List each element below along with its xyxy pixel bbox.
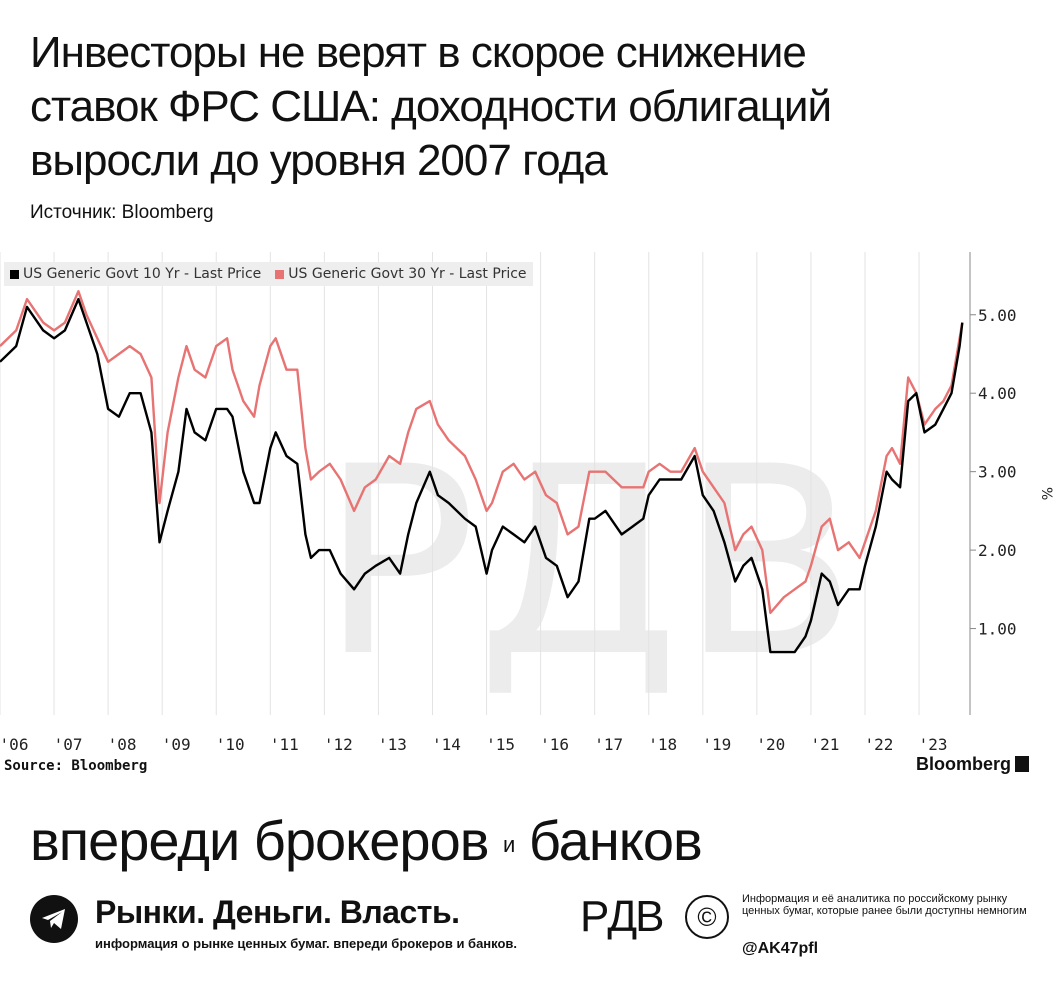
- legend-swatch-30yr: [275, 269, 285, 279]
- source-caption: Источник: Bloomberg: [30, 202, 214, 223]
- slogan-part-2: и брокеров: [208, 809, 490, 872]
- title-line-2: ставок ФРС США: доходности облигаций: [30, 82, 832, 131]
- chart-legend: US Generic Govt 10 Yr - Last Price US Ge…: [4, 262, 533, 286]
- x-tick-label: '14: [432, 735, 461, 754]
- telegram-handle[interactable]: @AK47pfl: [742, 940, 819, 957]
- rdv-logo: PДB: [580, 892, 664, 941]
- x-tick-label: '13: [378, 735, 407, 754]
- bloomberg-logo: Bloomberg: [916, 754, 1029, 775]
- slogan-part-3: банков: [528, 809, 703, 872]
- x-tick-label: '20: [756, 735, 785, 754]
- x-tick-label: '15: [486, 735, 515, 754]
- x-tick-label: '08: [108, 735, 137, 754]
- info-text: Информация и её аналитика по российскому…: [742, 893, 1027, 917]
- x-tick-label: '16: [540, 735, 569, 754]
- bloomberg-mark-icon: [1015, 756, 1029, 772]
- x-tick-label: '17: [594, 735, 623, 754]
- chart-area: PДB '06 '07 '08 '09 '10 '11 '12 '13 '14 '15 '16 '17…: [0, 252, 1059, 782]
- x-tick-label: '10: [216, 735, 245, 754]
- x-tick-label: '07: [54, 735, 83, 754]
- slogan-and: и: [503, 832, 515, 858]
- y-tick-label: 4.00: [978, 384, 1017, 403]
- y-tick-label: 2.00: [978, 541, 1017, 560]
- brand-subtitle: информация о рынке ценных бумаг. впереди…: [95, 936, 518, 951]
- watermark-text: PДB: [320, 412, 858, 714]
- copyright-icon: ©: [685, 895, 729, 939]
- y-tick-label: 1.00: [978, 620, 1017, 639]
- x-tick-label: '06: [0, 735, 28, 754]
- telegram-icon[interactable]: [30, 895, 78, 943]
- y-tick-label: 3.00: [978, 463, 1017, 482]
- y-tick-label: 5.00: [978, 306, 1017, 325]
- legend-item-10yr: US Generic Govt 10 Yr - Last Price: [10, 266, 261, 282]
- x-tick-label: '12: [324, 735, 353, 754]
- bloomberg-logo-text: Bloomberg: [915, 754, 1011, 774]
- source-bottom: Source: Bloomberg: [4, 758, 148, 774]
- title-line-1: Инвесторы не верят в скорое снижение: [30, 28, 807, 77]
- x-tick-label: '09: [162, 735, 191, 754]
- legend-item-30yr: US Generic Govt 30 Yr - Last Price: [275, 266, 527, 282]
- x-tick-label: '22: [865, 735, 894, 754]
- slogan-part-1: вперед: [30, 809, 210, 872]
- chart-title: Инвесторы не верят в скорое снижение ста…: [30, 26, 1020, 188]
- title-line-3: выросли до уровня 2007 года: [30, 136, 608, 185]
- x-tick-label: '23: [919, 735, 948, 754]
- series-line-10yr: [0, 297, 964, 654]
- x-tick-label: '19: [702, 735, 731, 754]
- line-chart: PДB '06 '07 '08 '09 '10 '11 '12 '13 '14 '15 '16 '17…: [0, 252, 1054, 754]
- x-tick-label: '11: [270, 735, 299, 754]
- series-line-30yr: [0, 290, 964, 615]
- watermark-logo: PДB: [320, 412, 858, 714]
- legend-label-30yr: US Generic Govt 30 Yr - Last Price: [288, 266, 527, 282]
- legend-label-10yr: US Generic Govt 10 Yr - Last Price: [23, 266, 262, 282]
- slogan: впереди брокеров и банков: [30, 808, 703, 873]
- y-unit-label: %: [1038, 487, 1054, 500]
- x-tick-label: '18: [648, 735, 677, 754]
- x-tick-label: '21: [810, 735, 839, 754]
- brand-name: Рынки. Деньги. Власть.: [95, 894, 460, 930]
- legend-swatch-10yr: [10, 269, 19, 279]
